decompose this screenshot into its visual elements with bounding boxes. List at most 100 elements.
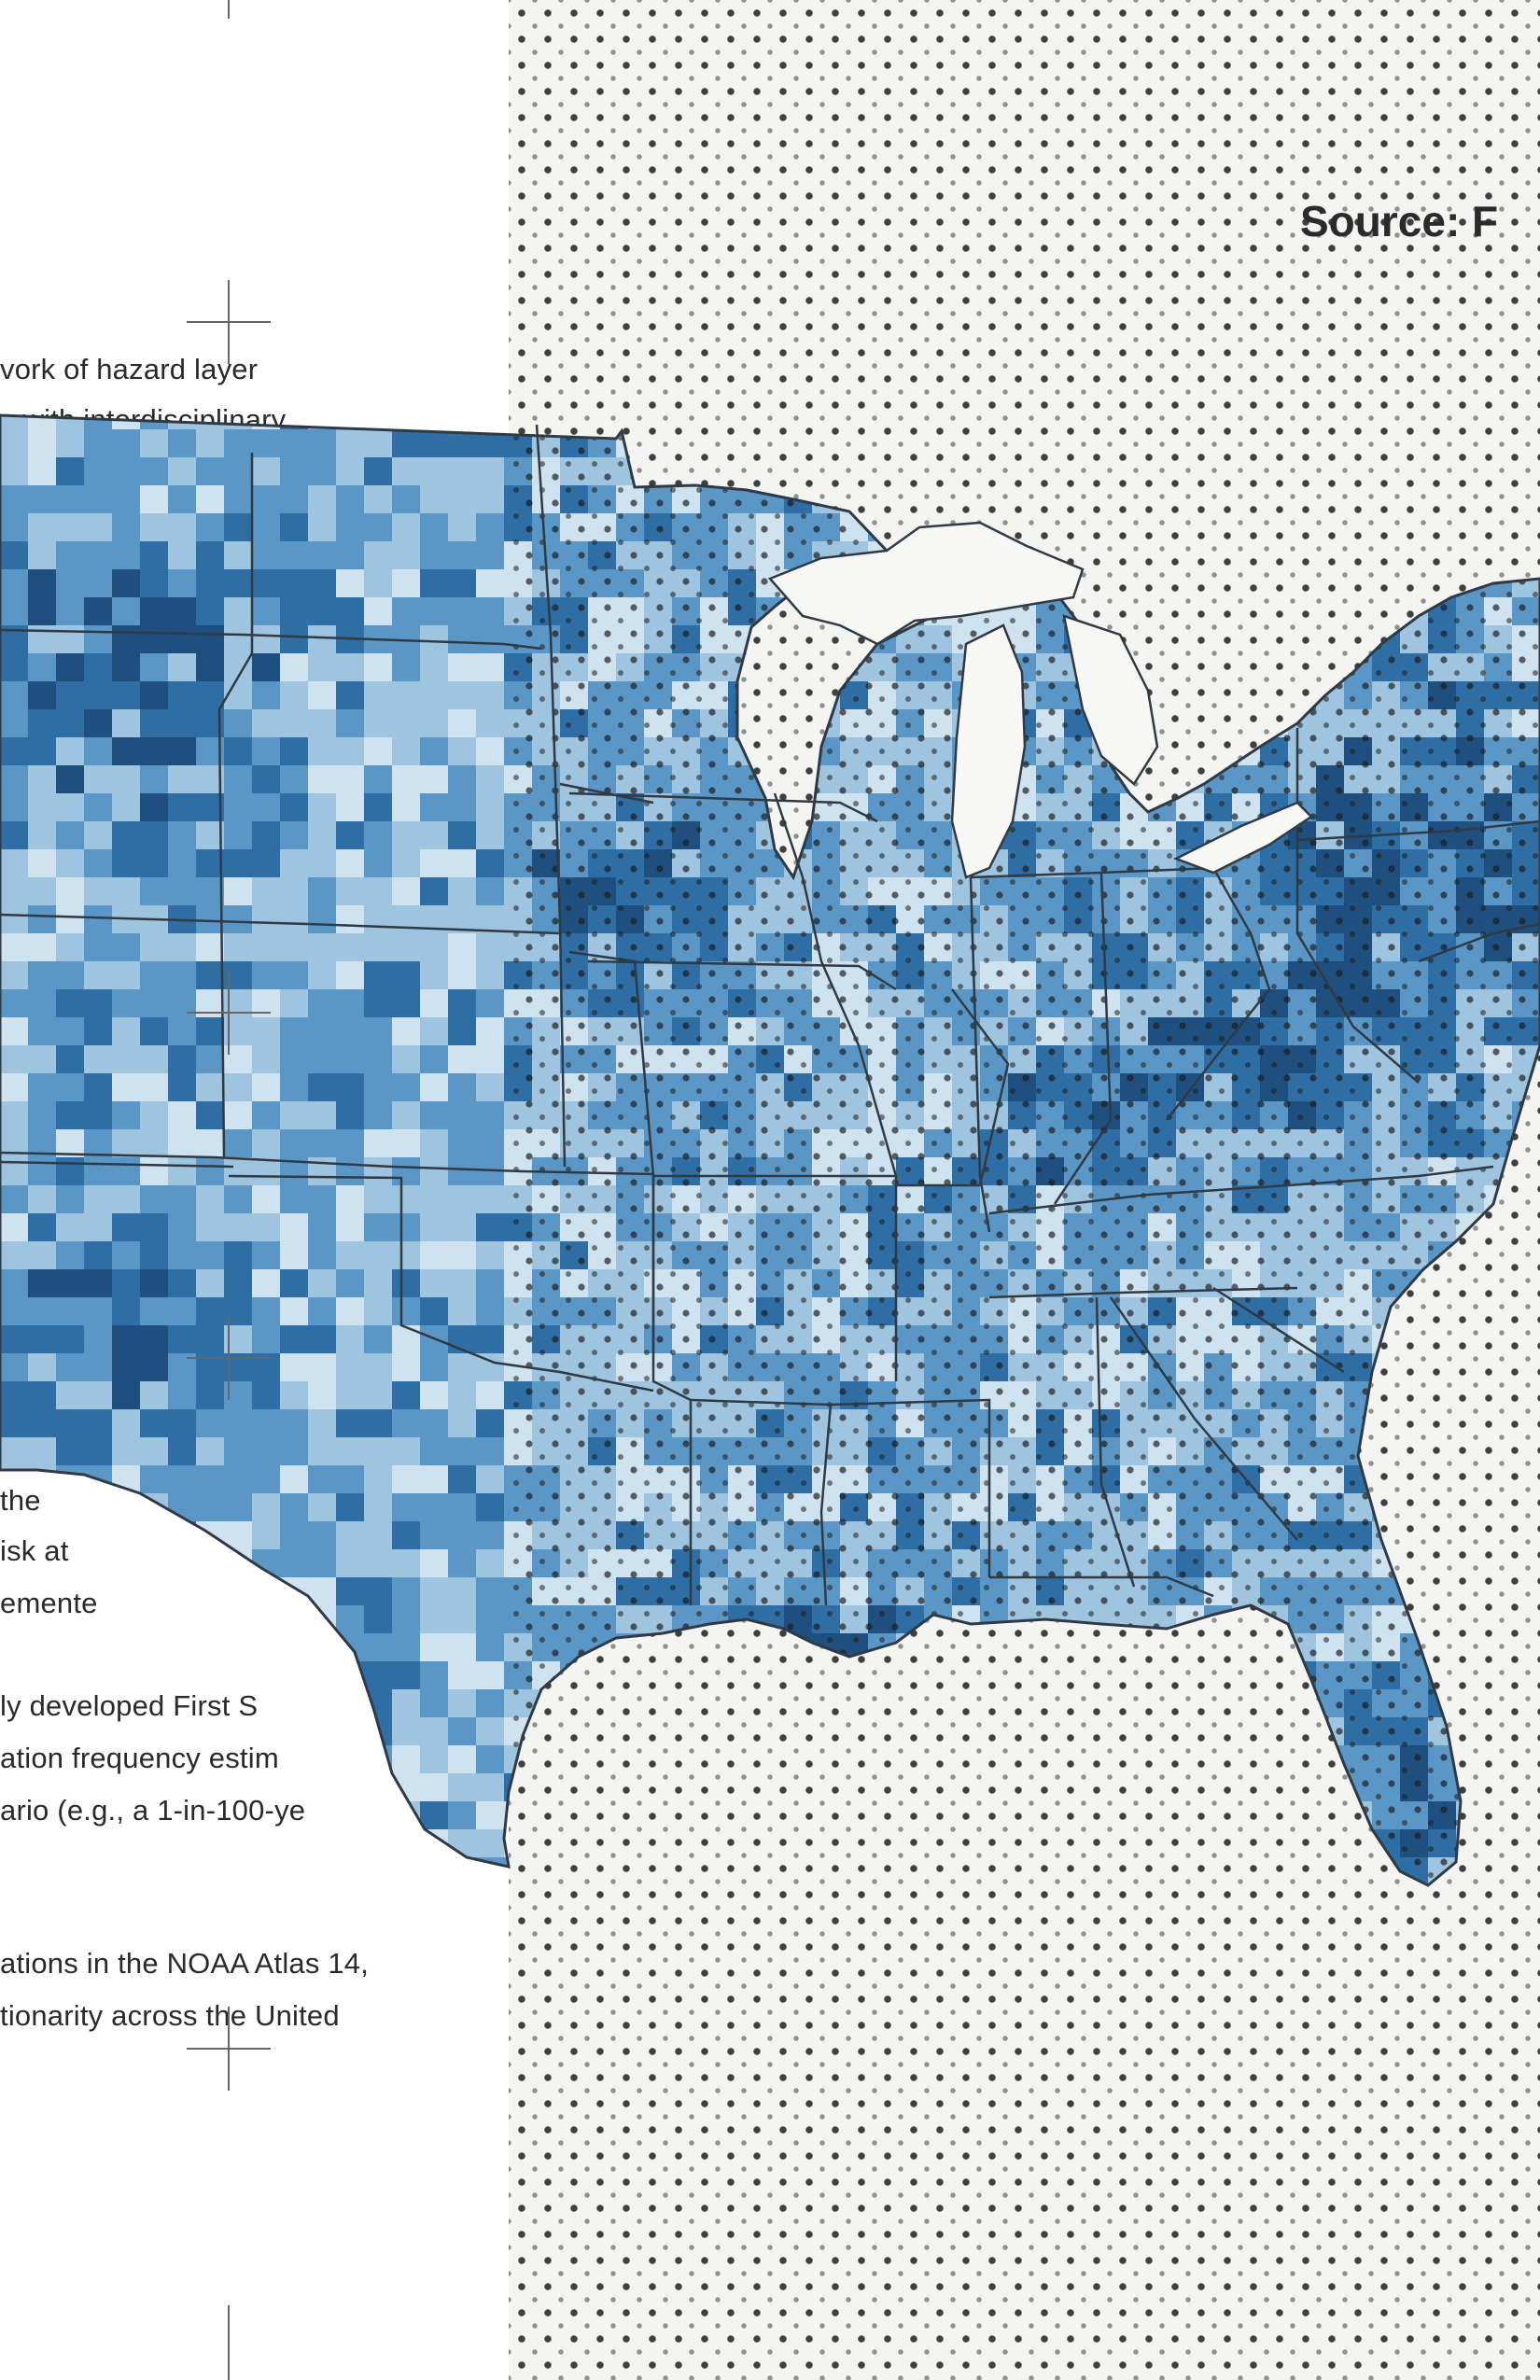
county-cell bbox=[924, 457, 952, 513]
county-cell bbox=[84, 737, 112, 765]
county-cell bbox=[1344, 569, 1400, 597]
county-cell bbox=[644, 1773, 672, 1829]
county-cell bbox=[1120, 1633, 1176, 1689]
county-cell bbox=[196, 1157, 224, 1185]
lake-superior bbox=[767, 521, 1085, 646]
county-cell bbox=[1176, 1661, 1204, 1717]
county-cell bbox=[168, 1745, 196, 1773]
county-cell bbox=[728, 429, 784, 457]
county-cell bbox=[1512, 1689, 1540, 1717]
county-cell bbox=[168, 1241, 196, 1269]
county-cell bbox=[280, 1661, 308, 1689]
county-cell bbox=[1512, 1325, 1540, 1353]
county-cell bbox=[1372, 1885, 1400, 1913]
county-cell bbox=[196, 1661, 224, 1717]
county-cell bbox=[868, 1689, 924, 1745]
state-border-line bbox=[217, 453, 254, 1158]
county-cell bbox=[840, 1689, 896, 1717]
county-cell bbox=[1428, 513, 1456, 541]
county-cell bbox=[1484, 513, 1540, 541]
county-cell bbox=[140, 737, 168, 765]
county-cell bbox=[140, 1633, 168, 1661]
county-cell bbox=[168, 1773, 196, 1801]
state-borders bbox=[0, 424, 1540, 1606]
county-cell bbox=[0, 1577, 28, 1605]
county-cell bbox=[476, 849, 504, 877]
county-cell bbox=[1512, 485, 1540, 541]
county-cell bbox=[448, 681, 476, 709]
county-cell bbox=[392, 1493, 420, 1521]
state-border-line bbox=[1212, 1286, 1345, 1374]
county-cell bbox=[56, 1661, 112, 1689]
county-cell bbox=[1484, 1325, 1540, 1353]
county-cell bbox=[84, 765, 112, 793]
county-cell bbox=[140, 933, 168, 961]
county-cell bbox=[308, 653, 336, 681]
county-cell bbox=[1316, 541, 1344, 569]
county-cell bbox=[1428, 1269, 1456, 1297]
county-cell bbox=[728, 1717, 784, 1745]
county-cell bbox=[28, 1661, 56, 1689]
county-cell bbox=[1372, 1409, 1400, 1437]
county-cell bbox=[1176, 485, 1232, 541]
county-cell bbox=[420, 1885, 476, 1941]
county-cell bbox=[1148, 485, 1176, 513]
county-cell bbox=[1064, 1689, 1092, 1717]
county-cell bbox=[1484, 1857, 1512, 1885]
county-cell bbox=[280, 681, 308, 709]
county-cell bbox=[420, 821, 448, 849]
county-cell bbox=[112, 1185, 140, 1213]
county-cell bbox=[1148, 457, 1204, 485]
county-cell bbox=[700, 415, 728, 429]
county-cell bbox=[840, 1885, 868, 1941]
county-cell bbox=[112, 1045, 168, 1073]
county-cell bbox=[1064, 429, 1120, 485]
county-cell bbox=[28, 1773, 56, 1801]
county-cell bbox=[1120, 429, 1148, 485]
county-cell bbox=[532, 1857, 588, 1885]
county-cell bbox=[756, 1689, 784, 1745]
county-cell bbox=[756, 1885, 784, 1941]
county-cell bbox=[756, 415, 784, 429]
county-cell bbox=[1092, 1829, 1148, 1885]
county-cell bbox=[364, 1017, 392, 1045]
county-cell bbox=[756, 625, 812, 653]
county-cell bbox=[1288, 1689, 1316, 1717]
county-cell bbox=[0, 1521, 56, 1577]
county-cell bbox=[1372, 1437, 1400, 1465]
county-cell bbox=[420, 877, 448, 905]
county-cell bbox=[1456, 1633, 1512, 1661]
county-cell bbox=[896, 429, 952, 457]
county-cell bbox=[28, 1325, 56, 1353]
county-cell bbox=[56, 1717, 112, 1745]
county-cell bbox=[868, 1661, 924, 1689]
county-cell bbox=[924, 1829, 980, 1857]
county-cell bbox=[280, 1073, 308, 1101]
county-cell bbox=[112, 1829, 140, 1857]
county-cell bbox=[56, 1073, 84, 1101]
county-cell bbox=[308, 1045, 336, 1073]
county-cell bbox=[1400, 513, 1428, 541]
county-cell bbox=[1484, 1745, 1512, 1801]
county-cell bbox=[588, 1717, 616, 1745]
county-cell bbox=[1512, 1297, 1540, 1325]
text-line-6: ly developed First S bbox=[0, 1689, 259, 1722]
text-line-7: ation frequency estim bbox=[0, 1742, 279, 1774]
county-cell bbox=[56, 1213, 84, 1241]
county-cell bbox=[1316, 1885, 1372, 1913]
county-cell bbox=[1400, 1409, 1456, 1437]
county-cell bbox=[784, 681, 812, 709]
county-cell bbox=[644, 1689, 700, 1717]
county-cell bbox=[168, 653, 196, 681]
county-cell bbox=[952, 1801, 1008, 1857]
text-line-5: emente bbox=[0, 1587, 98, 1619]
county-cell bbox=[1484, 1689, 1512, 1745]
county-cell bbox=[644, 1661, 672, 1689]
county-cell bbox=[1120, 1773, 1148, 1801]
county-cell bbox=[1484, 1717, 1512, 1773]
county-cell bbox=[1260, 625, 1316, 681]
county-cell bbox=[1176, 1801, 1204, 1857]
county-cell bbox=[0, 821, 28, 849]
county-cell bbox=[1400, 1381, 1428, 1409]
county-cell bbox=[1512, 1549, 1540, 1577]
